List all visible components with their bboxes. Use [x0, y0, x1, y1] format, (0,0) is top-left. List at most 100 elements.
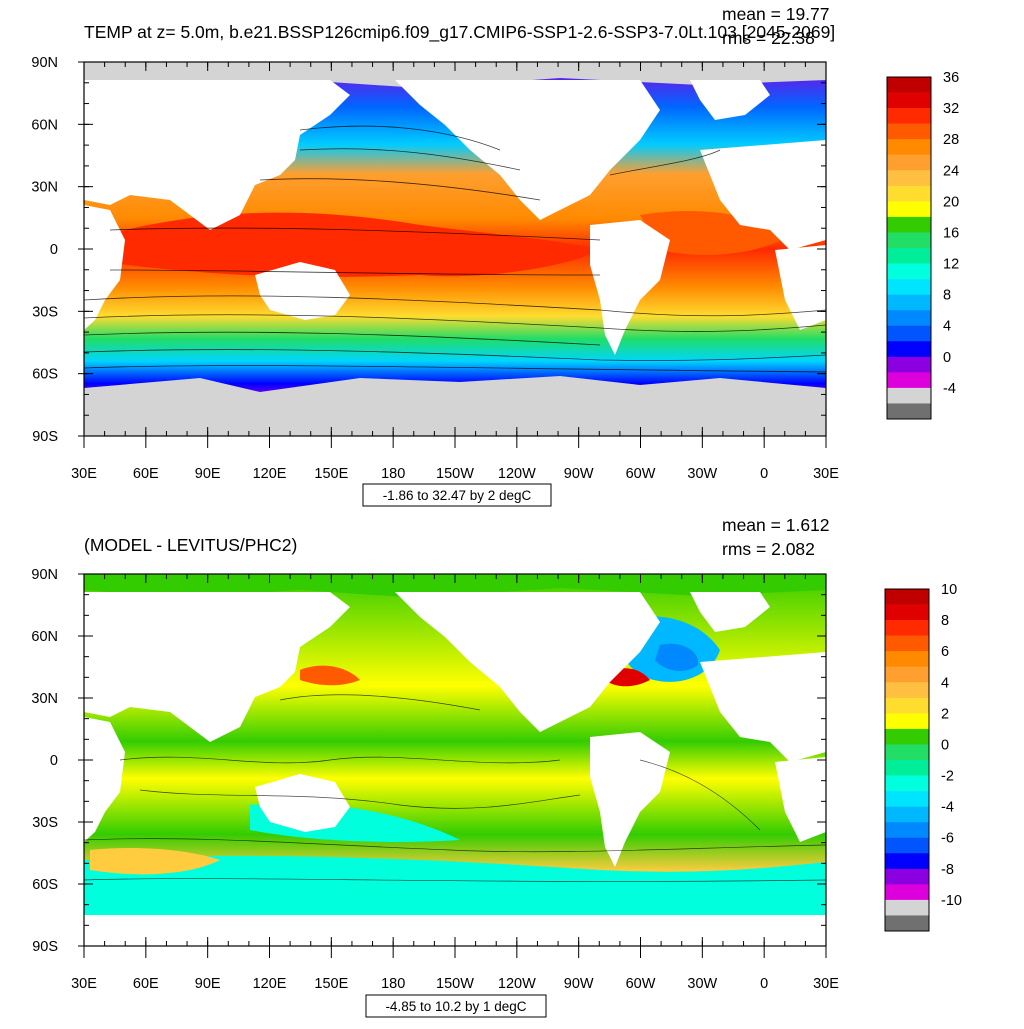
colorbar-swatch — [885, 651, 929, 668]
difference-map-panel: (MODEL - LEVITUS/PHC2) mean = 1.612 rms … — [31, 515, 962, 1018]
colorbar-frame — [886, 76, 932, 420]
colorbar-swatch — [887, 216, 931, 233]
colorbar-swatch — [885, 822, 929, 839]
colorbar-label: 0 — [941, 737, 949, 753]
colorbar-label: -4 — [943, 381, 956, 397]
latitude-tick-label: 60N — [31, 629, 58, 645]
longitude-labels: 30E 60E 90E 120E 150E 180 150W 120W 90W 60W 30W 0 30… — [71, 976, 839, 992]
mean-stat: mean = 19.77 — [722, 4, 830, 24]
longitude-tick-label: 30E — [71, 466, 97, 482]
latitude-tick-label: 0 — [50, 753, 58, 769]
map-field — [83, 62, 827, 436]
isotherms — [83, 125, 827, 373]
colorbar: 36 32 28 24 20 16 12 8 4 0 -4 — [886, 70, 959, 420]
colorbar-swatch — [885, 620, 929, 636]
temperature-map-panel: TEMP at z= 5.0m, b.e21.BSSP126cmip6.f09_… — [31, 4, 959, 507]
colorbar-swatch — [885, 760, 929, 776]
latitude-tick-label: 30N — [31, 691, 58, 707]
colorbar-swatch — [885, 744, 929, 761]
colorbar-swatch — [887, 185, 931, 202]
colorbar-swatch — [887, 108, 931, 124]
land-africa-east — [775, 245, 826, 330]
latitude-tick-label: 90S — [32, 429, 58, 445]
colorbar-label: -6 — [941, 831, 954, 847]
colorbar-label: 4 — [941, 675, 949, 691]
colorbar-swatch — [887, 387, 931, 404]
contour-range-note: -4.85 to 10.2 by 1 degC — [385, 999, 526, 1014]
colorbar-swatch — [885, 728, 929, 745]
land-australia — [255, 774, 350, 832]
latitude-tick-label: 60S — [32, 877, 58, 893]
longitude-tick-label: 120E — [253, 976, 287, 992]
longitude-tick-label: 30E — [71, 976, 97, 992]
colorbar-swatch — [887, 154, 931, 171]
longitude-tick-label: 120W — [498, 466, 536, 482]
anomaly-warm-south-indian — [90, 848, 220, 875]
land-south-america — [590, 220, 670, 355]
land-greenland — [690, 80, 770, 120]
longitude-tick-label: 60W — [626, 976, 656, 992]
land-greenland — [690, 592, 770, 632]
land-masses — [84, 80, 826, 355]
map-field — [83, 574, 827, 946]
colorbar-label: 28 — [943, 132, 959, 148]
colorbar-label: 12 — [943, 257, 959, 273]
land-europe-africa — [700, 652, 826, 762]
colorbar-swatch — [885, 682, 929, 699]
colorbar-swatch — [885, 589, 929, 605]
colorbar-label: 4 — [943, 319, 951, 335]
colorbar-label: 8 — [943, 288, 951, 304]
antarctica — [84, 376, 826, 436]
latitude-tick-label: 30S — [32, 815, 58, 831]
colorbar-swatch — [885, 635, 929, 652]
colorbar-swatch — [887, 372, 931, 389]
colorbar-swatch — [887, 310, 931, 327]
longitude-tick-label: 150E — [314, 976, 348, 992]
colorbar-label: -4 — [941, 800, 954, 816]
colorbar-swatch — [887, 92, 931, 109]
latitude-tick-label: 0 — [50, 242, 58, 258]
longitude-tick-label: 60E — [133, 976, 159, 992]
longitude-tick-label: 150W — [436, 466, 474, 482]
longitude-tick-label: 30W — [687, 466, 717, 482]
latitude-labels: 90N 60N 30N 0 30S 60S 90S — [31, 55, 58, 445]
colorbar-label: -2 — [941, 769, 954, 785]
axis-ticks — [78, 61, 827, 448]
land-australia — [255, 262, 350, 320]
axis-ticks — [78, 573, 827, 958]
map-title: (MODEL - LEVITUS/PHC2) — [84, 535, 297, 555]
colorbar-swatch — [885, 884, 929, 901]
warm-pool — [105, 212, 600, 277]
colorbar-swatch — [885, 791, 929, 807]
colorbar-label: 36 — [943, 70, 959, 86]
colorbar-label: 16 — [943, 225, 959, 241]
colorbar-swatch — [887, 341, 931, 358]
longitude-tick-label: 30E — [813, 466, 839, 482]
colorbar-label: 2 — [941, 706, 949, 722]
colorbar-label: 0 — [943, 350, 951, 366]
colorbar-swatch — [887, 403, 931, 420]
land-eurasia — [84, 592, 350, 742]
colorbar-label: 20 — [943, 194, 959, 210]
longitude-tick-label: 30E — [813, 976, 839, 992]
colorbar-swatch — [885, 915, 929, 932]
colorbar-swatch — [887, 279, 931, 295]
map-title: TEMP at z= 5.0m, b.e21.BSSP126cmip6.f09_… — [84, 22, 835, 43]
colorbar-swatch — [885, 666, 929, 683]
anomaly-core — [655, 643, 699, 672]
longitude-tick-label: 0 — [760, 976, 768, 992]
longitude-labels: 30E 60E 90E 120E 150E 180 150W 120W 90W 60W 30W 0 30… — [71, 466, 839, 482]
colorbar-swatch — [885, 853, 929, 870]
rms-stat: rms = 2.082 — [722, 539, 815, 559]
colorbar-label: -8 — [941, 862, 954, 878]
colorbar-swatch — [885, 775, 929, 792]
colorbar-swatch — [887, 77, 931, 93]
latitude-tick-label: 90S — [32, 939, 58, 955]
colorbar-label: -10 — [941, 893, 962, 909]
latitude-tick-label: 30S — [32, 304, 58, 320]
latitude-tick-label: 30N — [31, 180, 58, 196]
anomaly-warm-kuroshio — [300, 665, 360, 686]
longitude-tick-label: 90E — [195, 976, 221, 992]
longitude-tick-label: 120E — [253, 466, 287, 482]
anomaly-southern-cold — [84, 855, 826, 915]
